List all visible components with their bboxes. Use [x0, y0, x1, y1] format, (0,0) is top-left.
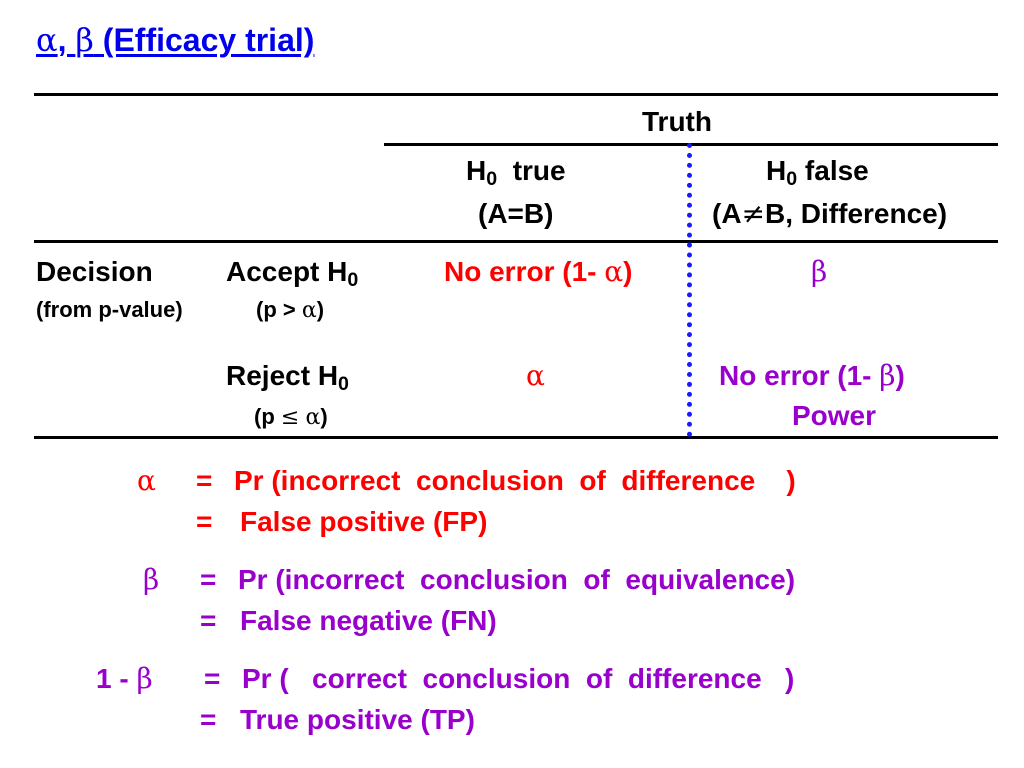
def-power-line2: True positive (TP) [240, 704, 475, 735]
def-power-eq2: = [200, 704, 217, 735]
col-h0-true-desc: (A=B) [478, 198, 554, 229]
def-alpha-symbol: α [137, 464, 156, 497]
col-h0-false: H0 false [766, 155, 869, 190]
power-label: Power [792, 400, 877, 431]
truth-label: Truth [642, 106, 712, 137]
table-bottom-rule [34, 436, 998, 439]
table-top-rule [34, 93, 998, 96]
title-text: (Efficacy trial) [93, 22, 315, 58]
def-beta-eq2: = [200, 605, 217, 636]
col-h0-false-desc: (A≠B, Difference) [712, 197, 948, 230]
def-power-symbol: 1 - β [96, 662, 153, 695]
header-bottom-rule [34, 240, 998, 243]
cell-accept-false: β [811, 255, 828, 288]
def-beta-line2: False negative (FN) [240, 605, 497, 636]
alpha-symbol: α [604, 255, 624, 288]
def-power-eq1: = [204, 663, 221, 694]
def-beta-symbol: β [143, 563, 160, 596]
alpha-symbol: α [36, 21, 58, 59]
alpha-symbol: α [301, 298, 317, 323]
accept-h0-label: Accept H0 [226, 256, 359, 291]
page-title: α, β (Efficacy trial) [36, 24, 314, 56]
beta-symbol: β [879, 359, 896, 392]
reject-condition: (p ≤ α) [254, 404, 328, 430]
def-alpha-line2: False positive (FP) [240, 506, 488, 537]
column-divider [687, 143, 692, 437]
decision-label: Decision [36, 256, 153, 287]
accept-condition: (p > α) [256, 297, 325, 323]
neq-symbol: ≠ [741, 197, 766, 230]
def-beta-eq1: = [200, 564, 217, 595]
cell-reject-true: α [526, 359, 545, 392]
def-beta-line1: Pr (incorrect conclusion of equivalence) [238, 564, 796, 595]
def-alpha-eq1: = [196, 465, 213, 496]
title-separator: , [57, 22, 76, 58]
cell-accept-true: No error (1- α) [444, 255, 633, 288]
beta-symbol: β [136, 662, 153, 695]
alpha-symbol: α [305, 405, 321, 430]
decision-sublabel: (from p-value) [36, 297, 183, 322]
col-h0-true: H0 true [466, 155, 566, 190]
cell-reject-false: No error (1- β) [719, 359, 905, 392]
def-alpha-line1: Pr (incorrect conclusion of difference ) [234, 465, 796, 496]
def-alpha-eq2: = [196, 506, 213, 537]
le-symbol: ≤ [280, 405, 300, 430]
beta-symbol: β [75, 21, 94, 59]
def-power-line1: Pr ( correct conclusion of difference ) [242, 663, 795, 694]
reject-h0-label: Reject H0 [226, 360, 349, 395]
